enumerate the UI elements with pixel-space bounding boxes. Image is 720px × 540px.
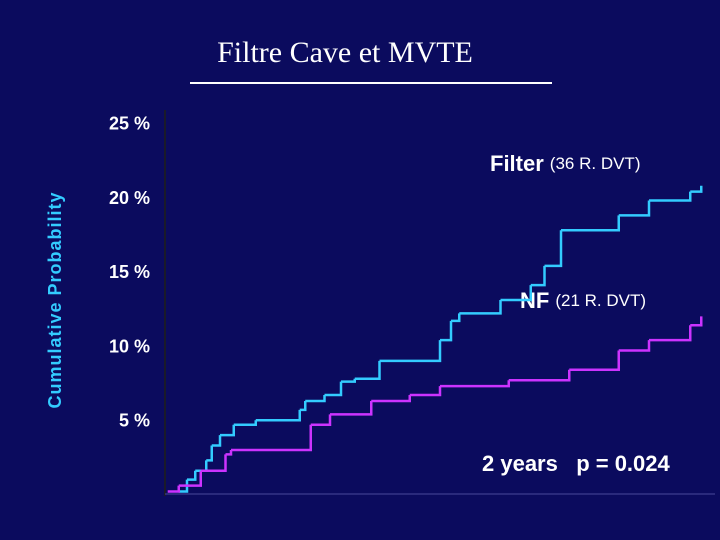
step-line: [305, 395, 326, 403]
step-line: [330, 400, 373, 416]
step-line: [167, 485, 180, 493]
step-line: [299, 400, 307, 412]
series-note: (36 R. DVT): [550, 154, 641, 173]
step-line: [206, 445, 213, 462]
step-line: [310, 414, 332, 426]
step-line: [354, 360, 381, 380]
step-line: [409, 386, 442, 397]
step-line: [618, 200, 651, 217]
step-line: [195, 460, 208, 473]
series-label: NF (21 R. DVT): [520, 288, 646, 313]
step-line: [690, 185, 703, 193]
step-line: [379, 340, 442, 363]
step-line: [649, 325, 692, 342]
step-line: [440, 380, 510, 388]
step-line: [187, 470, 197, 481]
y-tick-label: 25 %: [109, 114, 150, 134]
step-line: [220, 424, 235, 437]
step-line: [451, 313, 461, 323]
series-label: Filter (36 R. DVT): [490, 151, 640, 176]
step-line: [178, 479, 189, 493]
step-line: [324, 381, 343, 397]
step-line: [508, 369, 571, 382]
y-tick-label: 10 %: [109, 336, 150, 356]
step-line: [690, 316, 703, 327]
step-line: [211, 435, 222, 447]
step-line: [544, 230, 563, 268]
step-line: [649, 191, 692, 202]
step-line: [371, 395, 411, 403]
step-line: [569, 350, 620, 372]
step-line: [530, 265, 546, 287]
y-tick-label: 20 %: [109, 188, 150, 208]
y-axis-label: Cumulative Probability: [45, 191, 65, 408]
step-line: [561, 215, 620, 232]
step-line: [440, 320, 453, 342]
step-line: [178, 470, 202, 487]
step-line: [459, 300, 502, 315]
step-line: [255, 409, 301, 422]
step-line: [200, 454, 227, 473]
series-note: (21 R. DVT): [555, 291, 646, 310]
y-tick-label: 5 %: [119, 411, 150, 431]
series-name: Filter: [490, 151, 544, 176]
step-line: [225, 449, 233, 456]
annotation: 2 years p = 0.024: [482, 451, 671, 476]
y-tick-label: 15 %: [109, 262, 150, 282]
step-line: [233, 420, 257, 426]
step-line: [500, 285, 532, 302]
step-line: [231, 424, 312, 452]
step-line: [618, 340, 651, 352]
step-line: [341, 378, 356, 383]
chart-title: Filtre Cave et MVTE: [217, 36, 473, 69]
